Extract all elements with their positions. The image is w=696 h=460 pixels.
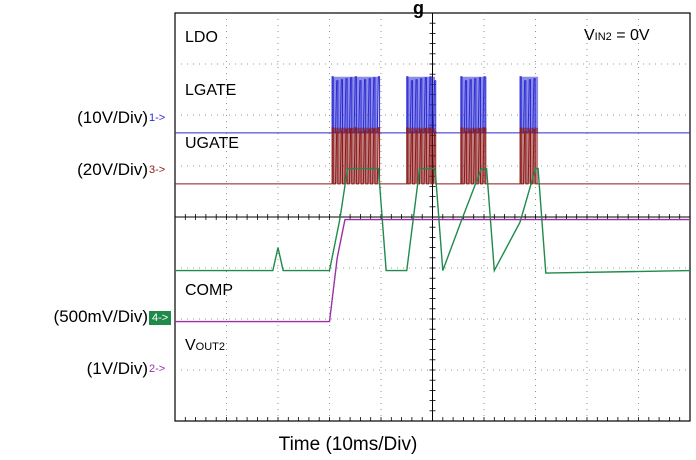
- trace-label-ldo: LDO: [185, 29, 218, 46]
- chart-title-fragment: g: [413, 0, 424, 18]
- burst-lgate: [332, 76, 379, 133]
- ch3-marker: 3->: [149, 164, 166, 176]
- ch4-marker: 4->: [149, 311, 172, 325]
- burst-lgate: [520, 76, 539, 133]
- burst-ugate: [460, 127, 487, 184]
- ch1-marker: 1->: [149, 112, 166, 124]
- trace-comp: [175, 167, 691, 274]
- ch2-scale-label: (1V/Div): [86, 359, 148, 378]
- burst-ugate: [406, 127, 436, 184]
- ch2-marker: 2->: [149, 363, 166, 375]
- trace-label-comp: COMP: [185, 282, 233, 299]
- burst-lgate: [460, 76, 487, 133]
- ch4-scale-label: (500mV/Div): [53, 307, 148, 326]
- trace-label-lgate: LGATE: [185, 82, 237, 99]
- trace-label-ugate: UGATE: [185, 135, 239, 152]
- burst-lgate: [406, 76, 436, 133]
- trace-vout2: [175, 218, 690, 323]
- burst-ugate: [520, 127, 539, 184]
- ch1-scale-label: (10V/Div): [77, 108, 148, 127]
- ch3-scale-label: (20V/Div): [77, 160, 148, 179]
- vin2-condition: VIN2 = 0V: [584, 27, 650, 44]
- x-axis-label: Time (10ms/Div): [278, 434, 418, 455]
- burst-ugate: [332, 127, 379, 184]
- trace-label-vout2: VOUT2: [185, 337, 226, 354]
